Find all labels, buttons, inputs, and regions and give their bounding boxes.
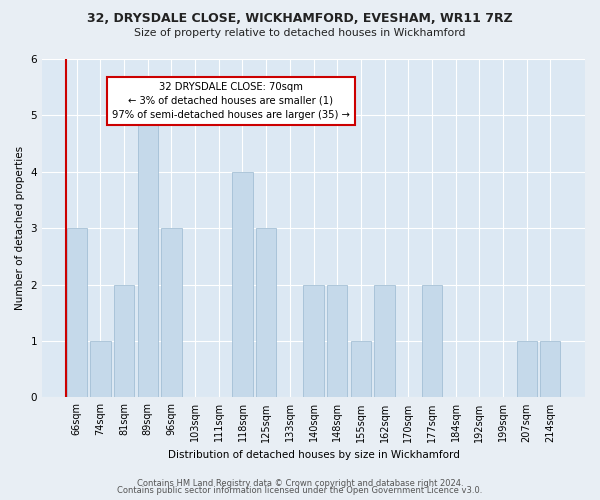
Text: 32 DRYSDALE CLOSE: 70sqm
← 3% of detached houses are smaller (1)
97% of semi-det: 32 DRYSDALE CLOSE: 70sqm ← 3% of detache… — [112, 82, 350, 120]
Bar — [327, 284, 347, 398]
Bar — [232, 172, 253, 398]
Y-axis label: Number of detached properties: Number of detached properties — [15, 146, 25, 310]
Bar — [256, 228, 276, 398]
Bar — [114, 284, 134, 398]
Bar — [67, 228, 87, 398]
Text: Contains public sector information licensed under the Open Government Licence v3: Contains public sector information licen… — [118, 486, 482, 495]
Bar — [161, 228, 182, 398]
X-axis label: Distribution of detached houses by size in Wickhamford: Distribution of detached houses by size … — [167, 450, 460, 460]
Bar — [422, 284, 442, 398]
Bar — [540, 341, 560, 398]
Bar — [517, 341, 536, 398]
Bar — [374, 284, 395, 398]
Text: Contains HM Land Registry data © Crown copyright and database right 2024.: Contains HM Land Registry data © Crown c… — [137, 478, 463, 488]
Text: 32, DRYSDALE CLOSE, WICKHAMFORD, EVESHAM, WR11 7RZ: 32, DRYSDALE CLOSE, WICKHAMFORD, EVESHAM… — [87, 12, 513, 26]
Bar — [304, 284, 323, 398]
Bar — [91, 341, 110, 398]
Bar — [138, 116, 158, 398]
Bar — [351, 341, 371, 398]
Text: Size of property relative to detached houses in Wickhamford: Size of property relative to detached ho… — [134, 28, 466, 38]
